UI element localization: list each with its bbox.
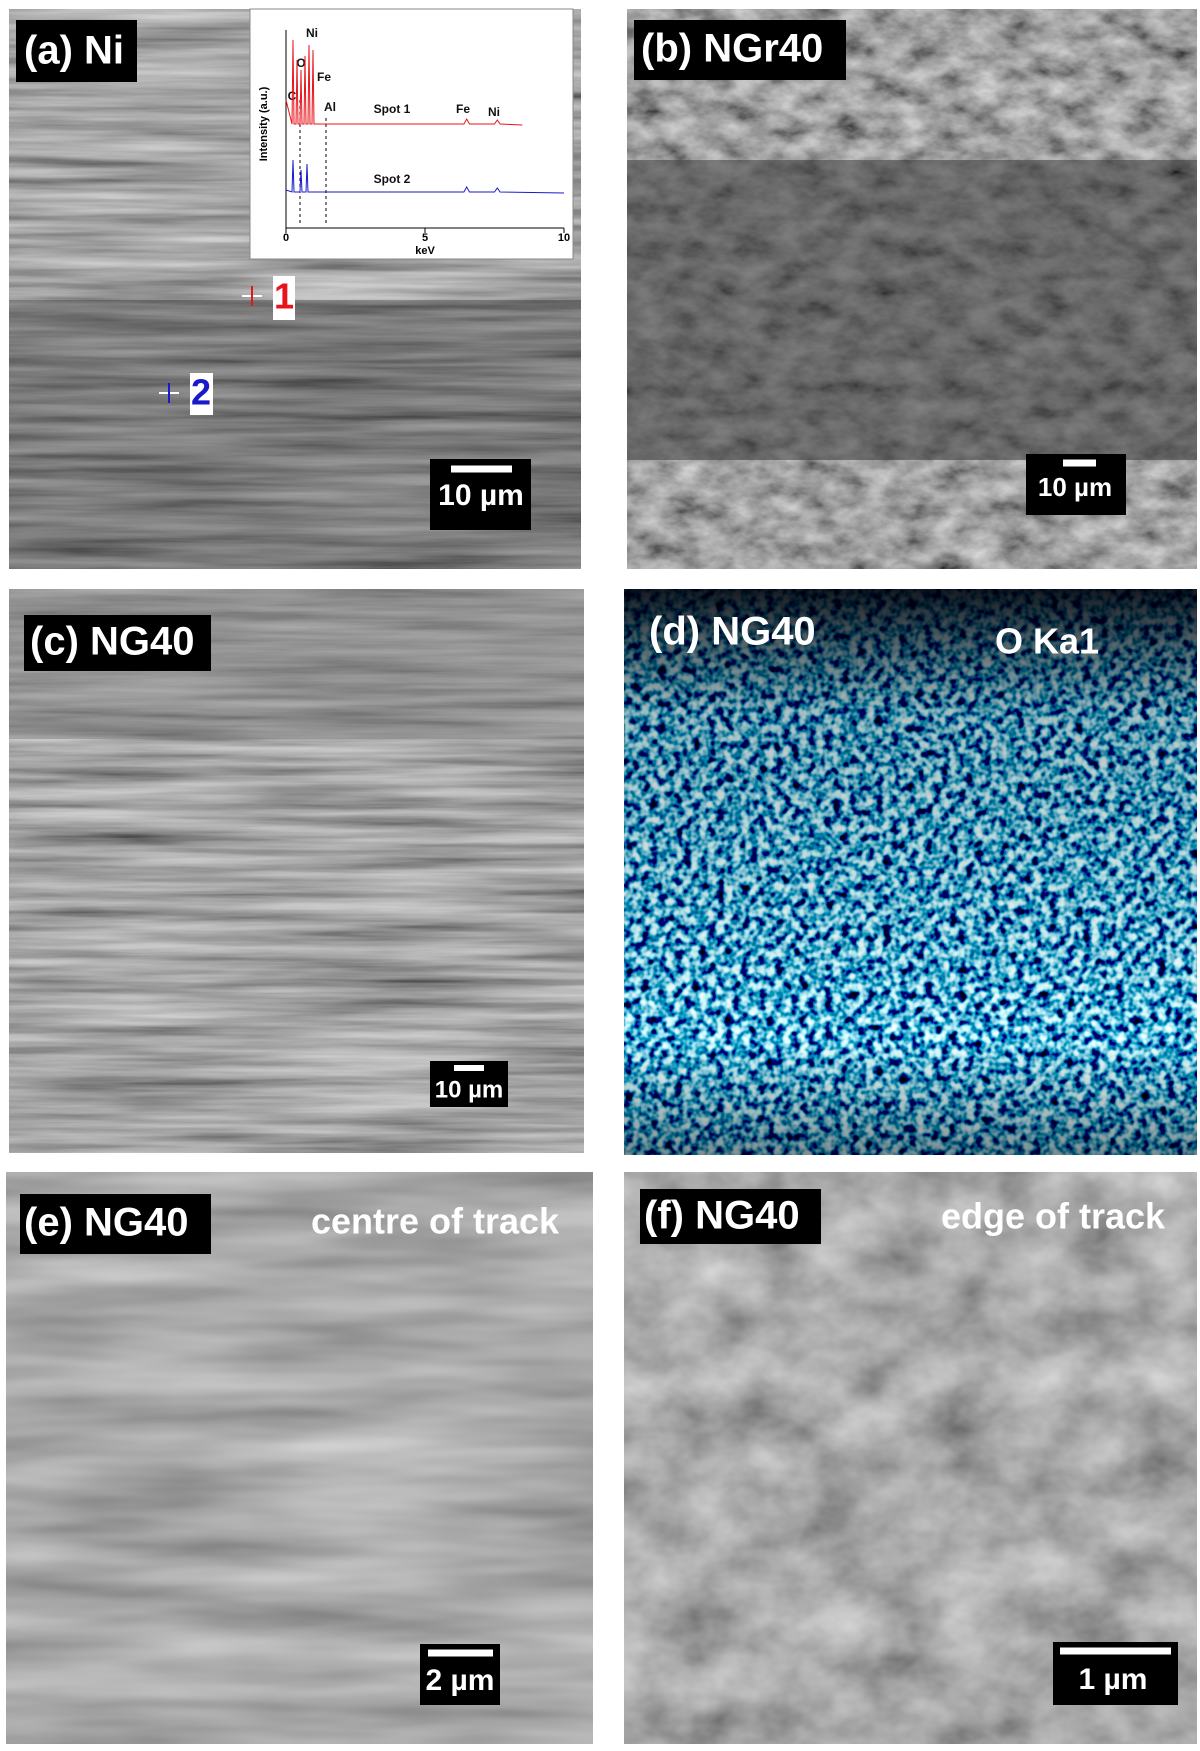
scale-label: 1 µm [1079,1663,1148,1696]
scale-label: 2 µm [426,1664,495,1697]
scale-label: 10 µm [435,1076,504,1103]
x-tick-label: 5 [422,232,428,244]
panel-label: (c) NG40 [30,620,195,664]
legend-entry: Spot 1 [374,102,411,116]
panel-c: (c) NG40 10 µm [9,589,584,1153]
annotation: O Ka1 [995,621,1099,662]
panel-label: (a) Ni [24,29,124,73]
peak-label: Fe [456,102,470,116]
shade [627,160,1197,460]
peak-label: Fe [317,70,331,84]
panel-a: (a) Ni Intensity (a.u.) keV Ni O Fe C Al… [9,9,581,569]
panel-label: (f) NG40 [644,1194,800,1238]
spot-marker: 1 [274,276,294,317]
inset-x-label: keV [415,245,435,257]
peak-label: Ni [306,26,318,40]
peak-label: Ni [488,105,500,119]
legend-entry: Spot 2 [374,172,411,186]
scale-label: 10 µm [1038,472,1112,502]
micrograph [6,1172,593,1744]
peak-label: Al [324,100,336,114]
x-tick-label: 10 [558,232,570,244]
annotation: edge of track [941,1196,1166,1237]
panel-b: (b) NGr40 10 µm [627,9,1197,569]
panel-label: (b) NGr40 [641,27,823,71]
panel-label: (d) NG40 [649,610,816,654]
panel-e: (e) NG40 centre of track 2 µm [6,1172,593,1744]
peak-label: O [296,56,305,70]
panel-label: (e) NG40 [24,1201,189,1245]
panel-f: (f) NG40 edge of track 1 µm [624,1172,1197,1744]
inset-y-label: Intensity (a.u.) [258,86,270,161]
panel-d: (d) NG40 O Ka1 [624,589,1197,1155]
figure: (a) Ni Intensity (a.u.) keV Ni O Fe C Al… [0,0,1200,1751]
spot-marker: 2 [191,372,211,413]
inset-frame [250,9,573,259]
annotation: centre of track [311,1201,560,1242]
map-fade [624,589,1197,1155]
scale-label: 10 µm [438,479,524,512]
eds-inset: Intensity (a.u.) keV Ni O Fe C Al Fe Ni … [250,9,573,259]
x-tick-label: 0 [283,232,289,244]
